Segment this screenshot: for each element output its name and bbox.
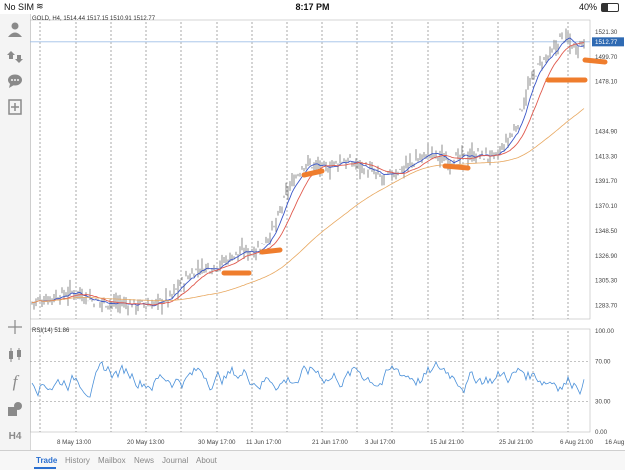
crosshair-icon[interactable] [4, 316, 26, 338]
chart-title: GOLD, H4, 1514.44 1517.15 1510.91 1512.7… [32, 16, 156, 22]
annotation-stroke [442, 163, 471, 171]
date-axis-label: 3 Jul 17:00 [365, 439, 396, 446]
price-chart[interactable]: 1521.30 1499.70 1478.10 1434.90 1413.30 1391.… [29, 14, 625, 450]
date-axis-label: 8 May 13:00 [57, 439, 92, 446]
chat-icon[interactable] [4, 70, 26, 92]
price-axis-label: 1478.10 [595, 79, 618, 86]
ma-slow-line [32, 108, 585, 303]
tab-history[interactable]: History [65, 456, 90, 465]
indicators-icon[interactable]: f [12, 372, 18, 391]
tab-about[interactable]: About [196, 456, 217, 465]
date-axis-label: 30 May 17:00 [198, 439, 236, 446]
date-axis-label: 21 Jun 17:00 [312, 439, 348, 446]
current-price-tag [592, 37, 624, 47]
trade-arrows-icon[interactable] [4, 46, 26, 68]
clock: 8:17 PM [295, 2, 330, 12]
rsi-axis-label: 30.00 [595, 399, 611, 406]
price-axis-label: 1434.90 [595, 128, 618, 135]
main-pane-frame [29, 19, 591, 320]
wifi-icon: ≋ [36, 1, 44, 11]
rsi-axis-label: 0.00 [595, 429, 608, 436]
date-axis-label: 6 Aug 21:00 [560, 439, 594, 446]
new-order-icon[interactable] [4, 96, 26, 118]
rsi-axis-label: 100.00 [595, 328, 614, 335]
price-axis-label: 1370.10 [595, 203, 618, 210]
bottom-tab-bar: Trade History Mailbox News Journal About [0, 450, 625, 470]
battery-icon [601, 3, 619, 12]
price-axis-label: 1326.90 [595, 253, 618, 260]
price-axis-label: 1499.70 [595, 54, 618, 61]
annotation-stroke [582, 57, 608, 65]
rsi-title: RSI(14) 51.86 [32, 328, 70, 334]
tab-mailbox[interactable]: Mailbox [98, 456, 126, 465]
tab-journal[interactable]: Journal [162, 456, 189, 465]
date-axis-label: 25 Jul 21:00 [499, 439, 533, 446]
date-axis-label: 20 May 13:00 [127, 439, 165, 446]
price-axis-label: 1413.30 [595, 153, 618, 160]
account-icon[interactable] [4, 18, 26, 40]
date-axis-label: 16 Aug 21:00 [605, 439, 625, 446]
rsi-pane-frame [29, 328, 591, 433]
chart-canvas[interactable]: 1521.30 1499.70 1478.10 1434.90 1413.30 1391.… [29, 14, 625, 450]
chart-type-icon[interactable] [4, 344, 26, 366]
price-axis-label: 1521.30 [595, 29, 618, 36]
price-axis-label: 1305.30 [595, 278, 618, 285]
rsi-line [31, 361, 585, 398]
price-axis-label: 1283.70 [595, 303, 618, 310]
date-axis-label: 15 Jul 21:00 [430, 439, 464, 446]
timeframe-button[interactable]: H4 [8, 430, 22, 442]
tool-sidebar: f H4 [0, 14, 31, 450]
tab-trade[interactable]: Trade [36, 456, 58, 465]
current-price-label: 1512.77 [595, 39, 618, 46]
ma-mid-line [32, 42, 585, 306]
rsi-axis-label: 70.00 [595, 358, 611, 365]
price-axis-label: 1348.50 [595, 228, 618, 235]
active-tab-indicator [34, 467, 56, 469]
battery-percent: 40% [578, 2, 597, 12]
annotation-stroke [301, 168, 325, 178]
objects-icon[interactable] [4, 398, 26, 420]
annotation-stroke [259, 247, 283, 255]
price-axis-label: 1391.70 [595, 178, 618, 185]
tab-news[interactable]: News [134, 456, 155, 465]
carrier-label: No SIM [4, 2, 35, 12]
date-axis-label: 11 Jun 17:00 [246, 439, 282, 446]
status-bar: No SIM ≋ 8:17 PM 40% [0, 0, 625, 14]
